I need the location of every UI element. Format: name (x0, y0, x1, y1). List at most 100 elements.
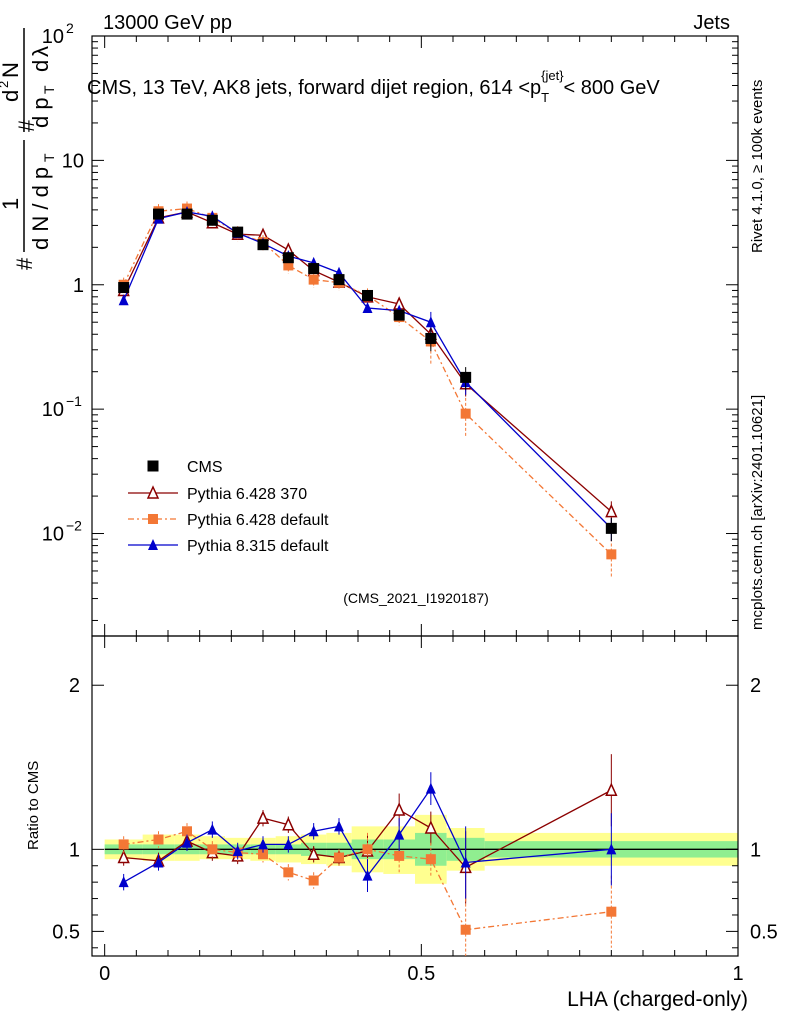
rivet-version-label: Rivet 4.1.0, ≥ 100k events (749, 80, 766, 253)
ratio-y-tick-label-left: 1 (69, 839, 80, 861)
svg-text:d N / d p: d N / d p (28, 167, 53, 250)
ratio-point (334, 820, 344, 832)
y-tick-label-exponent: −2 (66, 518, 82, 534)
ratio-y-tick-label-left: 2 (69, 675, 80, 697)
ratio-point (308, 825, 319, 837)
ratio-point (232, 844, 243, 856)
data-point (362, 302, 373, 314)
legend-label: Pythia 6.428 370 (187, 486, 307, 503)
series-pythia-6-428-370 (117, 204, 618, 525)
legend-label: CMS (187, 459, 223, 476)
main-series (117, 201, 618, 577)
main-y-axis-label: # # d N / d p T 1 d p T d λ d 2 N (0, 28, 57, 270)
data-point (282, 252, 294, 264)
ratio-point (256, 810, 270, 824)
category-label: Jets (693, 12, 730, 34)
ratio-point (118, 839, 129, 850)
ratio-point (182, 826, 192, 837)
ratio-point (460, 856, 471, 868)
svg-text:T: T (41, 85, 57, 94)
svg-text:d p: d p (28, 97, 53, 128)
ratio-point (606, 906, 617, 917)
ratio-y-tick-label-left: 0.5 (52, 921, 80, 943)
legend: CMS Pythia 6.428 370 Pythia 6.428 default P… (128, 459, 329, 555)
mcplots-source-label: mcplots.cern.ch [arXiv:2401.10621] (749, 395, 766, 630)
svg-text:d: d (28, 60, 53, 72)
svg-text:d: d (0, 90, 23, 102)
chart-title: CMS, 13 TeV, AK8 jets, forward dijet reg… (87, 68, 660, 105)
svg-text:N: N (0, 62, 23, 78)
svg-text:#: # (12, 257, 37, 270)
data-point (606, 549, 617, 560)
svg-text:1: 1 (0, 198, 23, 210)
data-point (206, 214, 218, 226)
ratio-point (258, 838, 268, 850)
ratio-point (283, 867, 294, 878)
legend-marker (148, 539, 158, 550)
analysis-watermark: (CMS_2021_I1920187) (343, 590, 489, 606)
ratio-point (207, 844, 218, 855)
legend-marker (147, 460, 159, 472)
ratio-point (424, 820, 437, 834)
series-cms (118, 208, 617, 542)
uncertainty-bands (104, 814, 738, 884)
ratio-tick-labels: 0.5 0.5 1 1 2 2 0 0.5 1 (52, 675, 778, 985)
ratio-y-axis-label: Ratio to CMS (25, 761, 42, 850)
svg-text:λ: λ (28, 46, 53, 57)
ratio-point (425, 854, 436, 865)
data-point (232, 226, 244, 238)
data-point (393, 309, 405, 321)
ratio-series-pythia-8-315-default (118, 772, 617, 899)
data-point (118, 282, 130, 294)
series-line (123, 211, 612, 529)
ratio-point (307, 846, 320, 861)
legend-label: Pythia 6.428 default (187, 512, 329, 529)
ratio-point (394, 850, 405, 861)
legend-label: Pythia 8.315 default (187, 538, 329, 555)
ratio-point (118, 876, 129, 888)
ratio-point (460, 924, 471, 935)
svg-text:2: 2 (0, 81, 11, 88)
data-point (362, 289, 373, 301)
ratio-point (282, 816, 295, 831)
ratio-point (605, 782, 618, 797)
ratio-line (123, 787, 612, 883)
y-tick-label: 10 (42, 524, 64, 546)
data-point (333, 274, 345, 286)
ratio-point (283, 838, 294, 850)
ratio-point (425, 782, 436, 794)
ratio-point (362, 844, 373, 855)
data-point (257, 239, 269, 251)
main-y-ticks (92, 35, 738, 621)
data-point (425, 332, 437, 344)
ratio-point (207, 823, 218, 835)
data-point (605, 522, 617, 534)
ratio-series (117, 754, 618, 956)
ratio-y-tick-label-right: 0.5 (750, 921, 778, 943)
ratio-frame (91, 635, 739, 957)
ratio-point (153, 834, 164, 845)
ratio-y-tick-label-right: 1 (750, 839, 761, 861)
ratio-point (117, 849, 130, 864)
ratio-point (394, 828, 405, 840)
data-point (425, 316, 436, 328)
legend-marker (146, 485, 160, 499)
ratio-point (362, 869, 373, 881)
data-point (308, 263, 320, 275)
data-point (460, 408, 471, 419)
ratio-point (393, 802, 406, 816)
x-tick-label: 1 (732, 963, 743, 985)
ratio-point (153, 856, 164, 868)
ratio-ticks (92, 36, 739, 956)
data-point (605, 503, 618, 518)
data-point (460, 371, 472, 383)
data-point (308, 274, 319, 285)
ratio-y-tick-label-right: 2 (750, 675, 761, 697)
ratio-point (308, 875, 319, 886)
data-point (181, 208, 193, 220)
y-tick-label: 10 (42, 26, 64, 48)
y-tick-label-exponent: −1 (66, 393, 82, 409)
